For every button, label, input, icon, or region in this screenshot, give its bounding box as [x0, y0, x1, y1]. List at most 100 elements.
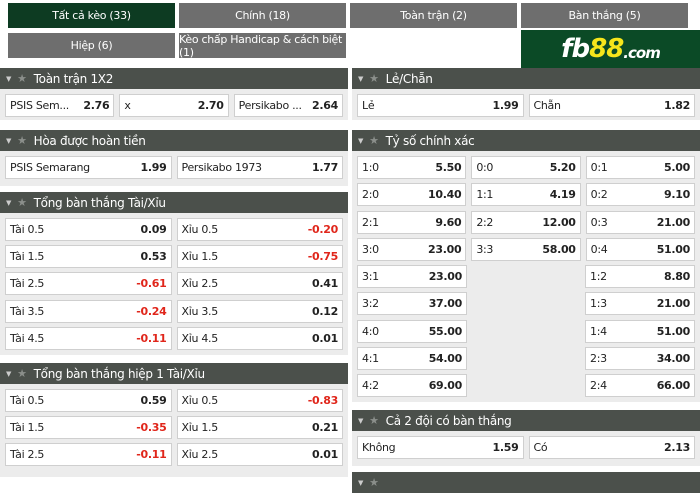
odds-cell[interactable]: 1:3 21.00 [585, 292, 695, 316]
odds-cell[interactable]: 3:2 37.00 [357, 292, 467, 316]
logo-text: fb [561, 34, 590, 64]
star-icon[interactable]: ★ [369, 134, 379, 147]
odds-row: 4:2 69.00 2:4 66.00 [352, 374, 700, 398]
odds-value: -0.11 [136, 331, 167, 345]
odds-cell[interactable]: 1:0 5.50 [357, 156, 467, 179]
section-header[interactable]: ▼ ★ Hòa được hoàn tiền [0, 130, 348, 151]
collapse-icon[interactable]: ▼ [358, 478, 364, 487]
odds-cell[interactable]: Xỉu 0.5 -0.20 [176, 218, 343, 241]
odds-value: 5.20 [549, 161, 576, 174]
odds-cell[interactable]: Tài 2.5 -0.11 [5, 443, 172, 467]
odds-cell[interactable]: 0:0 5.20 [471, 156, 581, 179]
odds-cell[interactable]: x 2.70 [119, 94, 229, 117]
odds-cell[interactable]: Xỉu 1.5 0.21 [176, 416, 343, 440]
fb88-logo[interactable]: fb 88 .com [521, 30, 700, 68]
section-header[interactable]: ▼ ★ Toàn trận 1X2 [0, 68, 348, 89]
odds-value: 54.00 [428, 352, 463, 366]
odds-value: 1.82 [664, 99, 690, 112]
odds-cell[interactable]: 4:0 55.00 [357, 319, 467, 343]
tab-0[interactable]: Tất cả kèo (33) [8, 3, 175, 28]
section-header[interactable]: ▼ ★ Cả 2 đội có bàn thắng [352, 410, 700, 431]
star-icon[interactable]: ★ [17, 134, 27, 147]
odds-cell[interactable]: Xỉu 1.5 -0.75 [176, 245, 343, 269]
odds-cell[interactable]: Chẵn 1.82 [528, 94, 695, 117]
collapse-icon[interactable]: ▼ [6, 74, 12, 83]
tab-5[interactable]: Kèo chấp Handicap & cách biệt (1) [179, 33, 346, 59]
selection-label: 1:4 [590, 324, 607, 338]
odds-cell[interactable]: 4:1 54.00 [357, 347, 467, 371]
odds-value: -0.20 [307, 223, 339, 236]
odds-cell[interactable]: Xỉu 2.5 0.01 [176, 443, 343, 467]
star-icon[interactable]: ★ [369, 476, 379, 489]
odds-cell[interactable]: 2:4 66.00 [585, 374, 695, 398]
section-header[interactable]: ▼ ★ Tổng bàn thắng Tài/Xỉu [0, 192, 348, 213]
star-icon[interactable]: ★ [369, 72, 379, 85]
odds-cell[interactable]: Persikabo 1973 1.77 [176, 156, 343, 179]
odds-cell[interactable]: 2:1 9.60 [357, 210, 467, 234]
star-icon[interactable]: ★ [17, 72, 27, 85]
odds-value: 58.00 [542, 242, 576, 256]
selection-label: 2:2 [476, 215, 494, 229]
odds-cell[interactable]: 3:3 58.00 [471, 237, 581, 261]
tab-2[interactable]: Toàn trận (2) [350, 3, 517, 28]
odds-cell[interactable]: 0:3 21.00 [585, 210, 695, 234]
odds-cell[interactable]: Không 1.59 [357, 436, 524, 459]
odds-cell[interactable]: 2:0 10.40 [357, 183, 467, 207]
odds-cell[interactable]: 2:2 12.00 [471, 210, 581, 234]
odds-cell[interactable]: Tài 4.5 -0.11 [5, 326, 172, 350]
odds-row: 3:1 23.00 1:2 8.80 [352, 265, 700, 289]
collapse-icon[interactable]: ▼ [6, 136, 12, 145]
odds-cell[interactable]: Xỉu 4.5 0.01 [176, 326, 343, 350]
section-header[interactable]: ▼ ★ Tỷ số chính xác [352, 130, 700, 151]
odds-cell[interactable]: PSIS Sem... 2.76 [5, 94, 115, 117]
odds-cell[interactable]: 3:1 23.00 [357, 265, 467, 289]
collapse-icon[interactable]: ▼ [6, 369, 12, 378]
selection-label: Không [362, 441, 396, 454]
odds-cell[interactable]: Xỉu 3.5 0.12 [176, 299, 343, 323]
collapse-icon[interactable]: ▼ [358, 136, 364, 145]
section-header[interactable]: ▼ ★ Tổng bàn thắng hiệp 1 Tài/Xỉu [0, 363, 348, 384]
odds-cell[interactable]: 1:2 8.80 [585, 265, 695, 289]
market-section: ▼ ★ Toàn trận 1X2 PSIS Sem... 2.76 x 2.70 Persi… [0, 68, 348, 120]
odds-cell[interactable]: Persikabo ... 2.64 [233, 94, 343, 117]
odds-cell[interactable]: 2:3 34.00 [585, 347, 695, 371]
section-header[interactable]: ▼ ★ [352, 472, 700, 493]
odds-cell[interactable]: Tài 0.5 0.09 [5, 218, 172, 241]
star-icon[interactable]: ★ [369, 414, 379, 427]
odds-cell[interactable]: Xỉu 2.5 0.41 [176, 272, 343, 296]
odds-cell[interactable]: 0:4 51.00 [585, 237, 695, 261]
odds-cell[interactable]: Có 2.13 [528, 436, 695, 459]
odds-cell[interactable]: Tài 0.5 0.59 [5, 389, 172, 412]
odds-row: Tài 1.5 -0.35 Xỉu 1.5 0.21 [0, 416, 348, 440]
section-title: Toàn trận 1X2 [33, 71, 114, 86]
tab-3[interactable]: Bàn thắng (5) [521, 3, 688, 28]
odds-cell[interactable]: Tài 1.5 0.53 [5, 245, 172, 269]
odds-cell[interactable]: 0:1 5.00 [585, 156, 695, 179]
collapse-icon[interactable]: ▼ [6, 198, 12, 207]
empty-cell [472, 374, 580, 397]
odds-cell[interactable]: 1:1 4.19 [471, 183, 581, 207]
odds-row: Không 1.59 Có 2.13 [352, 436, 700, 459]
tab-4[interactable]: Hiệp (6) [8, 33, 175, 58]
odds-cell[interactable]: Tài 2.5 -0.61 [5, 272, 172, 296]
star-icon[interactable]: ★ [17, 367, 27, 380]
odds-cell[interactable]: Xỉu 0.5 -0.83 [176, 389, 343, 412]
collapse-icon[interactable]: ▼ [358, 416, 364, 425]
odds-row: Tài 1.5 0.53 Xỉu 1.5 -0.75 [0, 245, 348, 269]
odds-value: -0.35 [136, 421, 167, 435]
odds-cell[interactable]: PSIS Semarang 1.99 [5, 156, 172, 179]
tab-1[interactable]: Chính (18) [179, 3, 346, 28]
section-header[interactable]: ▼ ★ Lẻ/Chẵn [352, 68, 700, 89]
odds-value: 23.00 [428, 242, 462, 256]
collapse-icon[interactable]: ▼ [358, 74, 364, 83]
odds-cell[interactable]: 0:2 9.10 [585, 183, 695, 207]
odds-cell[interactable]: Lẻ 1.99 [357, 94, 524, 117]
odds-cell[interactable]: Tài 1.5 -0.35 [5, 416, 172, 440]
selection-label: Persikabo 1973 [181, 161, 263, 174]
star-icon[interactable]: ★ [17, 196, 27, 209]
selection-label: Tài 3.5 [10, 304, 45, 318]
odds-cell[interactable]: Tài 3.5 -0.24 [5, 299, 172, 323]
odds-cell[interactable]: 4:2 69.00 [357, 374, 467, 398]
odds-cell[interactable]: 1:4 51.00 [585, 319, 695, 343]
odds-cell[interactable]: 3:0 23.00 [357, 237, 467, 261]
